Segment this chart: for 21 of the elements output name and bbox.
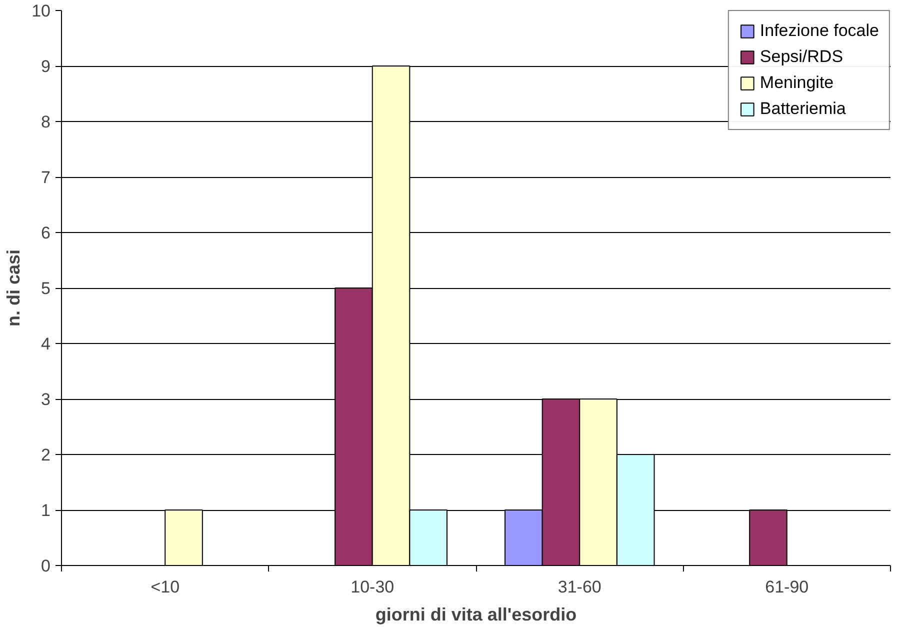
x-tick-label: 10-30: [350, 578, 394, 596]
x-tick-label: 31-60: [558, 578, 602, 596]
y-tick-label: 9: [41, 57, 51, 76]
y-tick-label: 3: [41, 390, 51, 409]
y-tick-label: 5: [41, 279, 51, 298]
y-tick-label: 7: [41, 168, 51, 187]
y-tick-label: 8: [41, 112, 51, 132]
x-tick-label: 61-90: [765, 578, 809, 596]
y-tick-label: 10: [32, 2, 51, 20]
legend-label: Sepsi/RDS: [760, 47, 844, 67]
y-tick-label: 0: [41, 556, 51, 576]
y-tick-label: 6: [41, 224, 51, 242]
y-axis-title: n. di casi: [4, 249, 24, 327]
legend-label: Batteriemia: [760, 99, 846, 119]
y-tick-label: 1: [41, 501, 51, 520]
y-tick-label: 2: [41, 446, 51, 464]
legend-label: Infezione focale: [760, 21, 879, 41]
x-tick-label: <10: [150, 578, 180, 596]
legend-label: Meningite: [760, 73, 834, 93]
x-axis-title: giorni di vita all'esordio: [375, 604, 577, 624]
y-tick-label: 4: [41, 334, 51, 354]
